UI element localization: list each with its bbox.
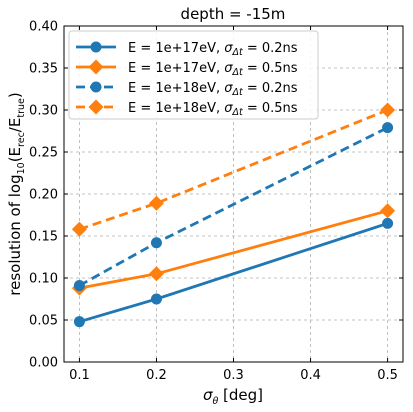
y-tick-label: 0.25 [29,146,58,161]
legend-entry-label: E = 1e+17eV, σΔt = 0.2ns [128,41,298,58]
series-layer [71,102,396,328]
y-tick-label: 0.05 [29,314,58,329]
data-point [148,195,164,211]
data-point [150,293,162,305]
legend-marker [90,41,102,53]
legend-marker [88,99,104,115]
data-point [382,122,394,134]
data-point [150,237,162,249]
y-tick-label: 0.20 [29,188,58,203]
chart-title: depth = -15m [181,5,286,23]
legend-marker [88,59,104,75]
legend-entry-label: E = 1e+18eV, σΔt = 0.2ns [128,81,298,98]
x-tick-label: 0.5 [377,368,398,383]
legend-entry-label: E = 1e+18eV, σΔt = 0.5ns [128,101,298,118]
legend-entry-label: E = 1e+17eV, σΔt = 0.5ns [128,61,298,78]
legend-box [68,30,319,120]
x-tick-label: 0.1 [69,368,90,383]
x-tick-label: 0.4 [300,368,321,383]
y-axis-label: resolution of log10(Erec/Etrue) [6,92,27,295]
data-point [380,102,396,118]
y-tick-label: 0.30 [29,104,58,119]
y-tick-label: 0.10 [29,272,58,287]
data-point [73,316,85,328]
data-point [71,221,87,237]
legend-marker [90,81,102,93]
data-point [382,217,394,229]
x-axis-label: σθ [deg] [203,386,263,407]
y-tick-label: 0.35 [29,62,58,77]
data-point [73,280,85,292]
y-tick-label: 0.40 [29,20,58,35]
x-tick-label: 0.2 [146,368,167,383]
x-tick-label: 0.3 [223,368,244,383]
ticks: 0.1 0.2 0.3 0.4 0.5 0.00 0.05 0.10 0.15 0.20 0.25 0… [29,20,403,383]
y-tick-label: 0.00 [29,356,58,371]
data-point [380,203,396,219]
data-point [148,266,164,282]
series-line [78,108,389,231]
legend: E = 1e+17eV, σΔt = 0.2ns E = 1e+17eV, σΔt… [68,30,319,120]
y-tick-label: 0.15 [29,230,58,245]
